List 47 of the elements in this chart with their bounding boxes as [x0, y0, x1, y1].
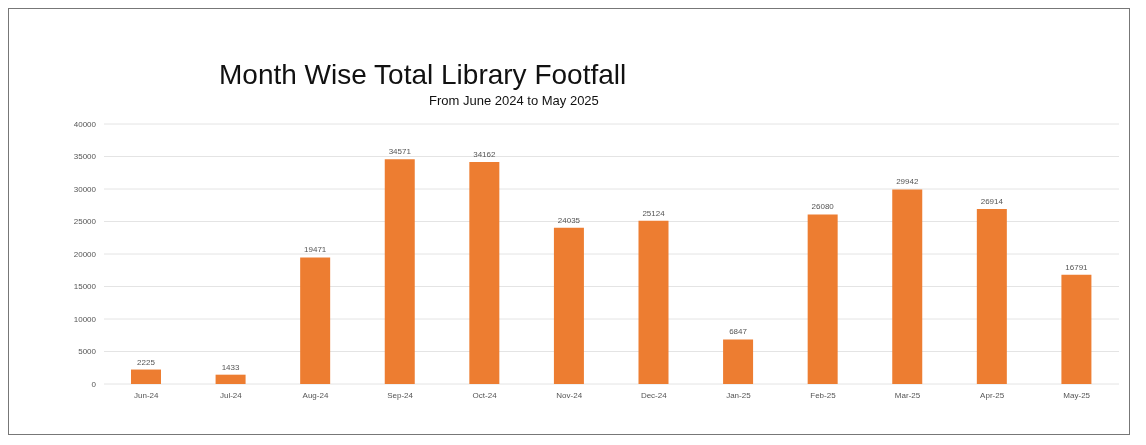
data-label: 25124: [642, 208, 666, 218]
y-tick-label: 15000: [73, 282, 97, 292]
x-tick-label: Jan-25: [726, 390, 752, 400]
bar: [553, 227, 584, 384]
data-label: 34162: [473, 149, 497, 159]
x-tick-label: Dec-24: [640, 390, 668, 400]
data-label: 6847: [729, 327, 748, 337]
data-label: 24035: [557, 215, 581, 225]
y-tick-label: 40000: [73, 119, 97, 129]
x-tick-label: Nov-24: [556, 390, 583, 400]
bar: [384, 159, 415, 384]
data-label: 29942: [896, 177, 919, 187]
y-tick-label: 20000: [73, 249, 97, 259]
data-label: 26914: [980, 197, 1004, 207]
bar: [976, 209, 1007, 384]
y-tick-label: 25000: [73, 217, 97, 227]
x-tick-label: Mar-25: [894, 390, 921, 400]
y-tick-label: 0: [91, 379, 97, 389]
data-label: 2225: [137, 357, 156, 367]
chart-subtitle: From June 2024 to May 2025: [429, 93, 599, 108]
bar: [215, 374, 246, 384]
bar: [1061, 274, 1092, 384]
chart-title: Month Wise Total Library Footfall: [219, 59, 627, 91]
bar: [300, 257, 331, 384]
data-label: 19471: [304, 245, 327, 255]
x-tick-label: Feb-25: [810, 390, 837, 400]
data-label: 34571: [388, 147, 412, 157]
x-tick-label: Aug-24: [302, 390, 329, 400]
bar: [807, 214, 838, 384]
y-tick-label: 5000: [78, 347, 97, 357]
x-tick-label: Apr-25: [980, 390, 1005, 400]
bar: [892, 189, 923, 384]
y-tick-label: 30000: [73, 184, 97, 194]
data-label: 1433: [221, 362, 241, 372]
x-tick-label: Oct-24: [472, 390, 498, 400]
bar: [469, 161, 500, 384]
x-tick-label: Jun-24: [134, 390, 160, 400]
data-label: 16791: [1065, 262, 1089, 272]
data-label: 26080: [811, 202, 835, 212]
y-tick-label: 10000: [73, 314, 97, 324]
bar: [723, 339, 754, 384]
x-tick-label: May-25: [1063, 390, 1091, 400]
bar: [638, 220, 669, 384]
y-tick-label: 35000: [73, 152, 97, 162]
x-tick-label: Jul-24: [219, 390, 243, 400]
bar: [131, 369, 161, 384]
x-tick-label: Sep-24: [387, 390, 414, 400]
